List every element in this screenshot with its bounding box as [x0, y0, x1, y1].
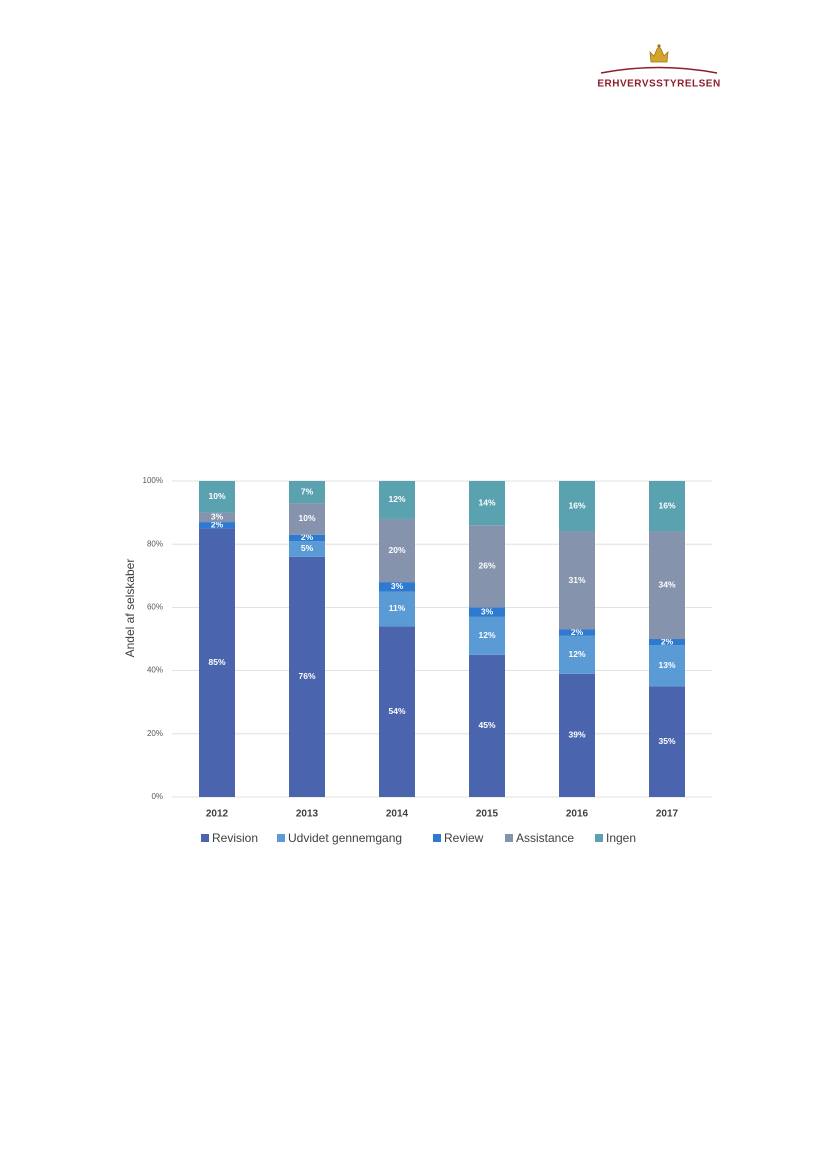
bar-segment: [289, 481, 325, 504]
crown: [649, 46, 669, 63]
value-label: 7%: [301, 486, 314, 496]
bar-segment: [649, 481, 685, 532]
value-label: 10%: [298, 513, 315, 523]
bar-segment: [649, 531, 685, 639]
value-label: 5%: [301, 543, 314, 553]
value-label: 14%: [478, 497, 495, 507]
bar-segment: [469, 525, 505, 608]
value-label: 26%: [478, 561, 495, 571]
legend-swatch: [595, 834, 603, 842]
value-label: 13%: [658, 660, 675, 670]
bar-segment: [379, 591, 415, 627]
legend-swatch: [505, 834, 513, 842]
bar-segment: [649, 639, 685, 646]
bar-segment: [469, 481, 505, 526]
bar-segment: [559, 629, 595, 636]
bar-segment: [289, 503, 325, 535]
value-label: 16%: [658, 501, 675, 511]
bar-segment: [559, 531, 595, 630]
bar-segment: [469, 616, 505, 655]
y-tick-label: 40%: [147, 666, 163, 675]
bar-segment: [559, 481, 595, 532]
legend-label: Revision: [212, 831, 258, 845]
bar-segment: [379, 626, 415, 797]
x-tick-label: 2012: [206, 809, 229, 820]
legend-label: Udvidet gennemgang: [288, 831, 402, 845]
value-label: 31%: [568, 575, 585, 585]
value-label: 3%: [481, 606, 494, 616]
x-tick-label: 2014: [386, 809, 409, 820]
y-tick-label: 0%: [151, 792, 163, 801]
bar-segment: [559, 673, 595, 797]
value-label: 12%: [388, 494, 405, 504]
bar-segment: [289, 541, 325, 557]
bar-segment: [199, 512, 235, 523]
value-label: 39%: [568, 730, 585, 740]
value-label: 3%: [211, 512, 224, 522]
bar-segment: [469, 654, 505, 797]
bar-segment: [199, 522, 235, 529]
bar-segment: [289, 534, 325, 542]
value-label: 20%: [388, 545, 405, 555]
y-tick-label: 100%: [143, 476, 163, 485]
value-label: 2%: [301, 532, 314, 542]
x-tick-label: 2013: [296, 809, 319, 820]
legend-swatch: [433, 834, 441, 842]
bar-segment: [379, 582, 415, 592]
y-tick-label: 80%: [147, 539, 163, 548]
legend-swatch: [277, 834, 285, 842]
value-label: 54%: [388, 706, 405, 716]
value-label: 85%: [208, 657, 225, 667]
x-tick-label: 2017: [656, 809, 679, 820]
value-label: 3%: [391, 581, 404, 591]
bar-segment: [559, 635, 595, 674]
bar-segment: [379, 518, 415, 583]
bar-segment: [199, 528, 235, 797]
logo-arc: [600, 66, 718, 74]
value-label: 10%: [208, 491, 225, 501]
value-label: 16%: [568, 501, 585, 511]
value-label: 76%: [298, 671, 315, 681]
value-label: 2%: [571, 627, 584, 637]
value-label: 35%: [658, 736, 675, 746]
crown-top: [657, 44, 661, 48]
legend-label: Assistance: [516, 831, 574, 845]
bar-segment: [649, 686, 685, 797]
y-axis-title: Andel af selskaber: [123, 559, 137, 658]
x-tick-label: 2016: [566, 809, 589, 820]
legend-swatch: [201, 834, 209, 842]
y-tick-label: 60%: [147, 603, 163, 612]
bar-segment: [199, 481, 235, 513]
legend-label: Ingen: [606, 831, 636, 845]
value-label: 2%: [211, 519, 224, 529]
logo-text: ERHVERVSSTYRELSEN: [597, 79, 720, 90]
bar-segment: [649, 645, 685, 687]
value-label: 12%: [568, 649, 585, 659]
bar-segment: [379, 481, 415, 519]
legend-label: Review: [444, 831, 484, 845]
value-label: 34%: [658, 580, 675, 590]
y-tick-label: 20%: [147, 729, 163, 738]
bar-segment: [469, 607, 505, 617]
value-label: 45%: [478, 720, 495, 730]
bar-segment: [289, 556, 325, 797]
x-tick-label: 2015: [476, 809, 499, 820]
logo: ERHVERVSSTYRELSEN: [597, 44, 720, 90]
value-label: 11%: [389, 603, 406, 613]
value-label: 2%: [661, 636, 674, 646]
value-label: 12%: [478, 630, 495, 640]
